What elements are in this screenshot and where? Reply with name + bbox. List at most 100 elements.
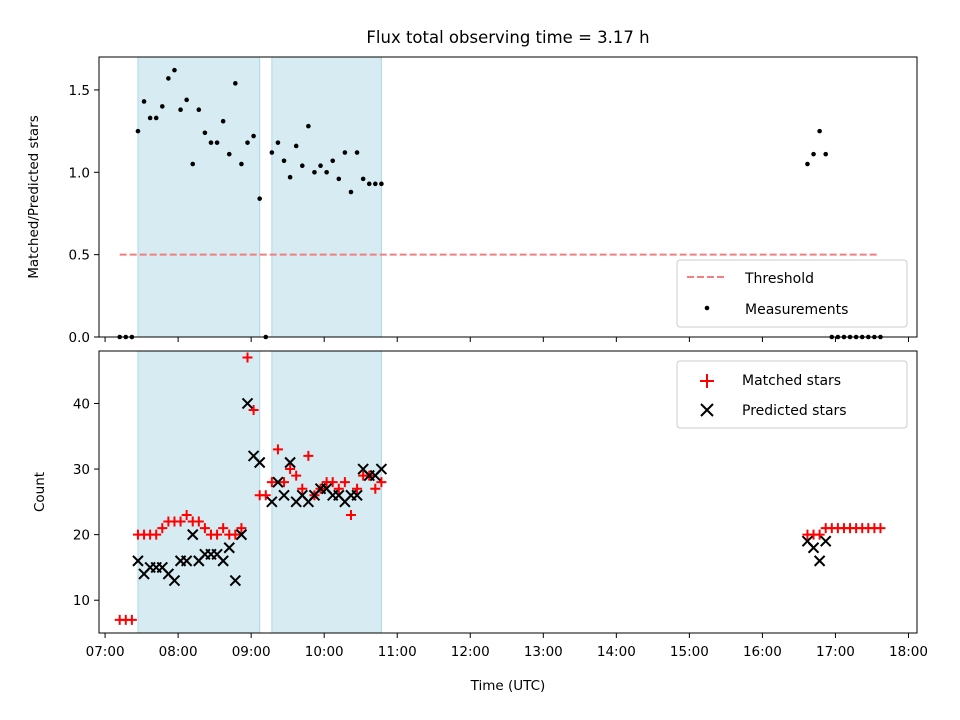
- measurement-point: [348, 189, 354, 195]
- measurement-point: [184, 97, 189, 103]
- measurement-point: [287, 174, 293, 180]
- measurement-point: [153, 115, 159, 121]
- matched-star-marker: [260, 490, 271, 501]
- measurement-point: [245, 140, 250, 145]
- matched-star-marker: [242, 352, 253, 363]
- measurement-point: [178, 107, 183, 113]
- x-tick-label: 18:00: [889, 644, 928, 660]
- matched-star-marker: [272, 444, 283, 455]
- measurement-point: [324, 169, 329, 175]
- predicted-legend-label: Predicted stars: [742, 403, 847, 419]
- measurement-point: [257, 196, 262, 201]
- predicted-star-marker: [375, 463, 388, 475]
- measurement-point: [275, 140, 281, 145]
- matched-star-marker: [266, 477, 277, 488]
- measurement-point: [239, 161, 244, 167]
- matched-star-marker: [339, 477, 350, 488]
- measurement-point: [811, 151, 816, 157]
- predicted-star-marker: [180, 555, 193, 567]
- measurement-point: [823, 151, 829, 157]
- matched-star-marker: [248, 405, 259, 416]
- top-y-tick-label: 0.5: [69, 248, 90, 264]
- predicted-star-marker: [229, 574, 242, 587]
- measurement-point: [312, 169, 317, 175]
- top-y-tick-label: 0.0: [69, 330, 90, 346]
- measurement-point: [366, 181, 372, 187]
- bottom-y-tick-label: 40: [73, 396, 90, 412]
- measurement-point: [330, 158, 336, 164]
- bottom-y-tick-label: 30: [73, 462, 90, 478]
- predicted-star-marker: [168, 574, 181, 587]
- measurement-point: [166, 76, 171, 81]
- measurement-point: [354, 150, 360, 155]
- measurement-point: [135, 128, 141, 134]
- predicted-star-marker: [187, 528, 199, 541]
- top-y-tick-label: 1.0: [69, 165, 90, 181]
- matched-star-marker: [875, 523, 886, 534]
- matched-star-marker: [151, 529, 162, 540]
- matched-star-marker: [352, 483, 363, 494]
- threshold-legend-label: Threshold: [744, 271, 814, 287]
- measurement-point: [233, 81, 238, 86]
- x-axis-label: Time (UTC): [470, 678, 546, 694]
- predicted-legend-swatch: [700, 403, 714, 417]
- matched-star-marker: [370, 483, 381, 494]
- measurement-point: [293, 143, 299, 149]
- predicted-stars-points: [132, 397, 832, 587]
- measurement-point: [226, 151, 232, 157]
- measurement-point: [220, 118, 226, 124]
- measurements-legend-label: Measurements: [745, 302, 848, 318]
- chart-title: Flux total observing time = 3.17 h: [366, 28, 649, 47]
- x-tick-label: 14:00: [597, 644, 636, 660]
- shaded-region: [137, 350, 261, 634]
- matched-star-marker: [157, 523, 168, 534]
- matched-star-marker: [291, 470, 302, 481]
- bottom-y-tick-label: 10: [73, 593, 90, 609]
- measurement-point: [141, 99, 147, 104]
- predicted-star-marker: [235, 528, 248, 541]
- x-tick-label: 08:00: [159, 644, 198, 660]
- x-tick-label: 15:00: [670, 644, 709, 660]
- measurement-point: [251, 133, 256, 139]
- predicted-star-marker: [241, 397, 254, 410]
- measurement-point: [379, 181, 384, 187]
- measurement-point: [208, 140, 214, 145]
- bottom-axes-frame: [98, 350, 918, 634]
- bottom-y-axis-label: Count: [32, 472, 48, 512]
- x-tick-label: 16:00: [743, 644, 782, 660]
- matched-star-marker: [236, 523, 247, 534]
- predicted-star-marker: [819, 535, 832, 547]
- bottom-y-ticks: 10 20 30 40: [73, 396, 99, 609]
- matched-star-marker: [297, 483, 308, 494]
- matched-star-marker: [376, 477, 387, 488]
- top-shaded-regions: [137, 56, 382, 338]
- x-tick-label: 13:00: [524, 644, 563, 660]
- measurement-point: [360, 176, 366, 182]
- bottom-panel: 10 20 30 40 07:00 08:00 09:00 10:00 11:00 12:00 1…: [32, 350, 928, 694]
- measurement-point: [805, 161, 810, 167]
- top-panel: 0.0 0.5 1.0 1.5 Matched/Predicted stars Thr…: [26, 56, 918, 346]
- x-tick-label: 07:00: [86, 644, 125, 660]
- predicted-star-marker: [807, 542, 820, 554]
- measurement-point: [147, 115, 153, 121]
- measurement-point: [336, 176, 342, 182]
- bottom-legend: Matched stars Predicted stars: [676, 360, 908, 429]
- top-y-tick-label: 1.5: [69, 83, 90, 99]
- bottom-y-tick-label: 20: [73, 528, 90, 544]
- predicted-star-marker: [217, 555, 229, 567]
- measurement-point: [306, 123, 311, 129]
- x-tick-label: 10:00: [305, 644, 344, 660]
- matched-star-marker: [181, 509, 192, 520]
- measurement-point: [318, 163, 323, 169]
- measurement-point: [342, 150, 348, 155]
- measurement-point: [159, 104, 165, 109]
- top-x-ticks: [104, 337, 909, 342]
- matched-star-marker: [199, 523, 210, 534]
- measurement-point: [373, 181, 378, 187]
- top-legend-box: [676, 259, 908, 328]
- measurement-point: [281, 158, 287, 164]
- bottom-legend-box: [676, 360, 908, 429]
- predicted-star-marker: [284, 456, 296, 469]
- matched-star-marker: [212, 529, 223, 540]
- matched-legend-swatch: [700, 374, 714, 388]
